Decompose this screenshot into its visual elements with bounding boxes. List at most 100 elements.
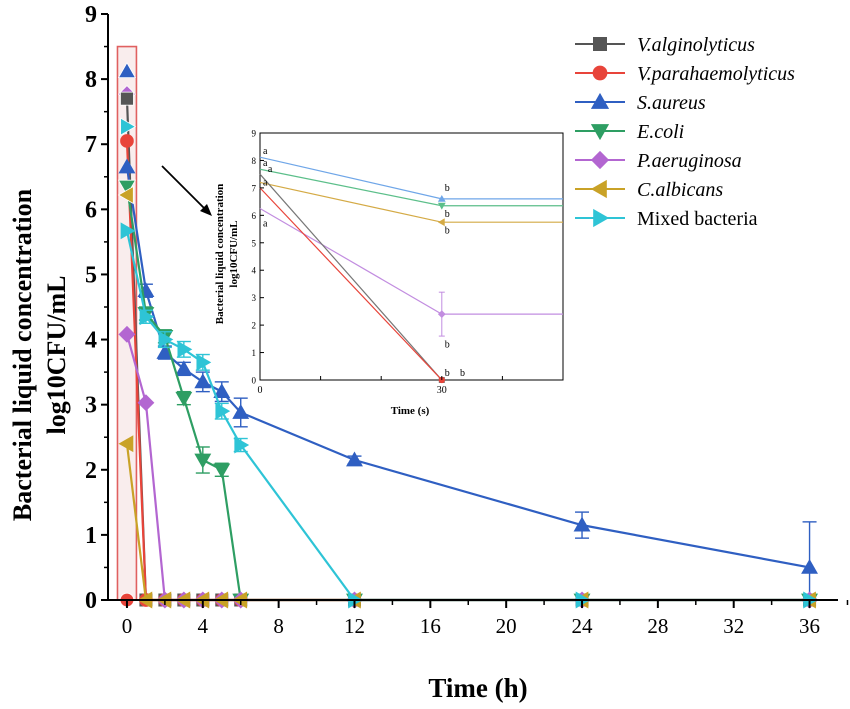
legend-label: Mixed bacteria bbox=[637, 208, 758, 230]
data-point bbox=[196, 353, 212, 371]
inset-data-point bbox=[437, 218, 445, 227]
data-point bbox=[156, 344, 174, 359]
data-point bbox=[139, 308, 155, 326]
data-point bbox=[137, 394, 155, 412]
inset-y-tick-label: 2 bbox=[252, 321, 257, 331]
y-tick-label: 7 bbox=[85, 132, 97, 158]
data-point bbox=[158, 331, 174, 349]
x-tick-label: 8 bbox=[273, 614, 284, 638]
y-tick-label: 3 bbox=[85, 393, 97, 419]
data-point bbox=[194, 453, 212, 469]
inset-y-tick-label: 0 bbox=[252, 376, 257, 386]
x-tick-label: 0 bbox=[122, 614, 133, 638]
data-point bbox=[232, 404, 250, 419]
legend-label: V.parahaemolyticus bbox=[637, 63, 795, 85]
t0-point bbox=[117, 185, 134, 205]
y-tick-label: 4 bbox=[85, 328, 97, 354]
inset-significance-label: a bbox=[268, 164, 273, 175]
inset-frame bbox=[259, 132, 564, 381]
data-point bbox=[118, 435, 134, 453]
inset-series-line-4 bbox=[259, 173, 443, 381]
data-point bbox=[194, 373, 212, 389]
y-tick-label: 6 bbox=[85, 197, 97, 223]
data-point bbox=[175, 391, 193, 407]
legend-label: P.aeruginosa bbox=[636, 150, 742, 172]
inset-x-tick-label: 0 bbox=[258, 385, 263, 396]
inset-significance-label: b bbox=[460, 368, 465, 379]
x-tick-label: 12 bbox=[344, 614, 365, 638]
y-tick-label: 1 bbox=[85, 523, 97, 549]
inset-y-tick-label: 1 bbox=[252, 348, 257, 358]
inset-data-point bbox=[437, 194, 446, 202]
legend-label: V.alginolyticus bbox=[637, 34, 755, 56]
legend-marker bbox=[590, 150, 610, 170]
inset-y-tick-label: 8 bbox=[252, 156, 257, 166]
annotation-arrowhead bbox=[200, 204, 212, 216]
legend-label: S.aureus bbox=[637, 92, 706, 114]
main-x-axis-label: Time (h) bbox=[428, 673, 527, 703]
x-tick-label: 24 bbox=[572, 614, 594, 638]
inset-significance-label: a bbox=[263, 146, 268, 157]
x-tick-label: 36 bbox=[799, 614, 820, 638]
data-point bbox=[346, 451, 363, 467]
legend-marker bbox=[592, 65, 608, 81]
inset-y-tick-label: 6 bbox=[252, 211, 257, 221]
data-point bbox=[175, 360, 193, 376]
inset-x-tick-label: 30 bbox=[437, 385, 447, 396]
y-tick-label: 2 bbox=[85, 458, 97, 484]
main-y-axis-label-line2: log10CFU/mL bbox=[42, 276, 71, 435]
data-point bbox=[573, 516, 591, 532]
inset-x-axis-label: Time (s) bbox=[391, 405, 430, 417]
inset-data-point bbox=[437, 310, 446, 319]
inset-y-tick-label: 4 bbox=[252, 266, 257, 276]
legend-marker bbox=[593, 208, 610, 228]
t0-point bbox=[120, 117, 137, 136]
y-tick-label: 0 bbox=[85, 588, 97, 614]
inset-significance-label: b bbox=[445, 209, 450, 220]
y-tick-label: 5 bbox=[85, 262, 97, 288]
inset-y-axis-label-line1: Bacterial liquid concentration bbox=[214, 184, 226, 325]
inset-data-point bbox=[437, 202, 446, 210]
inset-significance-label: a bbox=[263, 219, 268, 230]
data-point bbox=[213, 383, 231, 398]
legend-marker bbox=[590, 124, 610, 141]
t0-point bbox=[120, 91, 134, 106]
data-point bbox=[118, 325, 136, 343]
inset-y-tick-label: 9 bbox=[252, 129, 257, 139]
inset-y-tick-label: 3 bbox=[252, 293, 257, 303]
legend-marker bbox=[590, 179, 607, 199]
inset-y-tick-label: 7 bbox=[252, 183, 257, 193]
x-tick-label: 16 bbox=[420, 614, 441, 638]
t0-point bbox=[117, 62, 137, 79]
legend-marker bbox=[593, 37, 607, 51]
x-tick-label: 20 bbox=[496, 614, 517, 638]
x-tick-label: 28 bbox=[647, 614, 668, 638]
legend: V.alginolyticus V.parahaemolyticus S.aureu… bbox=[575, 34, 795, 230]
x-tick-label: 32 bbox=[723, 614, 744, 638]
inset-significance-label: a bbox=[263, 158, 268, 169]
inset-significance-label: b bbox=[445, 225, 450, 236]
main-y-axis-label-line1: Bacterial liquid concentration bbox=[8, 188, 37, 521]
data-point bbox=[177, 340, 193, 358]
inset-significance-label: a bbox=[263, 177, 268, 188]
inset-series-line-5 bbox=[259, 187, 443, 381]
legend-marker bbox=[590, 92, 610, 109]
inset-significance-label: b bbox=[445, 339, 450, 350]
legend-label: E.coli bbox=[636, 121, 684, 143]
y-tick-label: 8 bbox=[85, 67, 97, 93]
inset-significance-label: b bbox=[445, 368, 450, 379]
data-point bbox=[215, 402, 231, 420]
data-point bbox=[120, 222, 136, 240]
data-point bbox=[801, 558, 819, 574]
annotation-arrow bbox=[161, 165, 208, 212]
legend-label: C.albicans bbox=[637, 179, 723, 201]
y-tick-label: 9 bbox=[85, 2, 97, 28]
x-tick-label: 4 bbox=[198, 614, 209, 638]
inset-y-tick-label: 5 bbox=[252, 238, 257, 248]
data-point bbox=[234, 436, 250, 454]
data-point bbox=[118, 158, 136, 174]
data-point bbox=[120, 134, 134, 148]
